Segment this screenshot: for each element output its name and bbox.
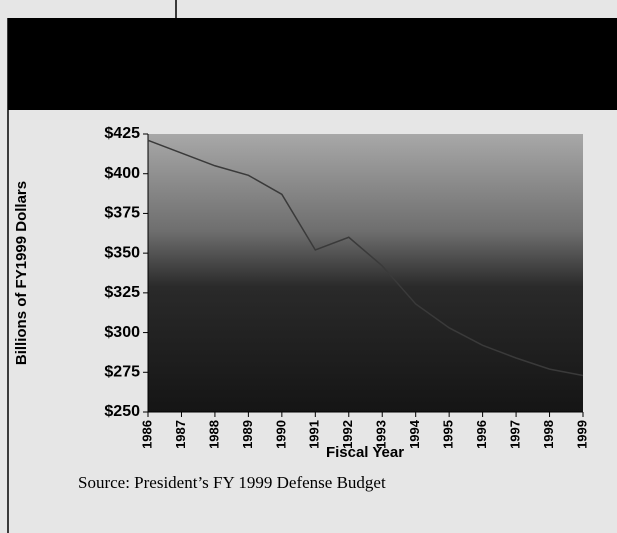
x-axis-title: Fiscal Year — [326, 444, 404, 461]
plot-area — [148, 134, 583, 412]
x-tick-label: 1997 — [508, 420, 523, 449]
x-tick-label: 1988 — [206, 420, 221, 449]
x-tick-label: 1991 — [307, 420, 322, 449]
x-tick-label: 1989 — [240, 420, 255, 449]
x-tick-label: 1992 — [340, 420, 355, 449]
x-tick-label: 1996 — [474, 420, 489, 449]
source-note: Source: President’s FY 1999 Defense Budg… — [78, 473, 386, 492]
x-tick-label: 1999 — [574, 420, 589, 449]
x-tick-label: 1995 — [441, 420, 456, 449]
y-tick-label: $300 — [104, 324, 140, 341]
y-tick-label: $425 — [104, 125, 140, 142]
x-tick-label: 1987 — [173, 420, 188, 449]
y-tick-label: $250 — [104, 403, 140, 420]
y-tick-label: $325 — [104, 284, 140, 301]
x-tick-label: 1986 — [139, 420, 154, 449]
x-tick-label: 1993 — [374, 420, 389, 449]
y-axis-title: Billions of FY1999 Dollars — [13, 181, 30, 365]
x-tick-label: 1994 — [407, 419, 422, 449]
y-tick-label: $375 — [104, 205, 140, 222]
x-tick-label: 1990 — [273, 420, 288, 449]
y-tick-label: $400 — [104, 165, 140, 182]
header-band — [8, 18, 617, 110]
y-tick-label: $275 — [104, 364, 140, 381]
x-tick-label: 1998 — [541, 420, 556, 449]
y-tick-label: $350 — [104, 244, 140, 261]
slide: Billions of FY1999 Dollars Fiscal Year S… — [0, 0, 617, 533]
